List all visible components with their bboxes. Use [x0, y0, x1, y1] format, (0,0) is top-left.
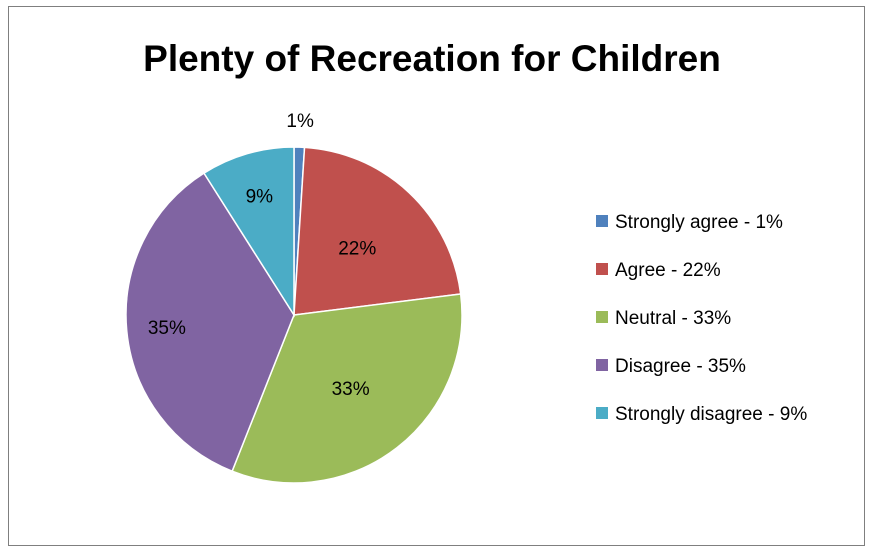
pie-chart: Plenty of Recreation for Children 1% 22% 3…	[125, 38, 807, 484]
data-label-strongly-disagree: 9%	[246, 187, 274, 208]
legend-label-strongly-agree: Strongly agree - 1%	[615, 212, 783, 233]
data-label-strongly-agree: 1%	[286, 111, 314, 132]
legend-swatch-strongly-agree	[596, 215, 608, 227]
chart-title: Plenty of Recreation for Children	[143, 38, 721, 79]
data-label-agree: 22%	[338, 239, 376, 260]
slice-strongly-disagree	[202, 146, 295, 318]
data-label-neutral: 33%	[332, 379, 370, 400]
legend-swatch-disagree	[596, 359, 608, 371]
pie-data-labels: 1% 22% 33% 35% 9%	[148, 111, 376, 400]
data-label-disagree: 35%	[148, 318, 186, 339]
slice-agree	[293, 146, 462, 316]
legend-swatch-neutral	[596, 311, 608, 323]
legend-swatch-strongly-disagree	[596, 407, 608, 419]
legend-label-agree: Agree - 22%	[615, 260, 721, 281]
legend-label-strongly-disagree: Strongly disagree - 9%	[615, 404, 807, 425]
legend-swatch-agree	[596, 263, 608, 275]
legend-label-disagree: Disagree - 35%	[615, 356, 746, 377]
slice-disagree	[125, 172, 295, 473]
legend: Strongly agree - 1% Agree - 22% Neutral - …	[596, 212, 807, 425]
legend-label-neutral: Neutral - 33%	[615, 308, 731, 329]
pie-slices	[125, 146, 463, 484]
slice-neutral	[231, 293, 463, 484]
